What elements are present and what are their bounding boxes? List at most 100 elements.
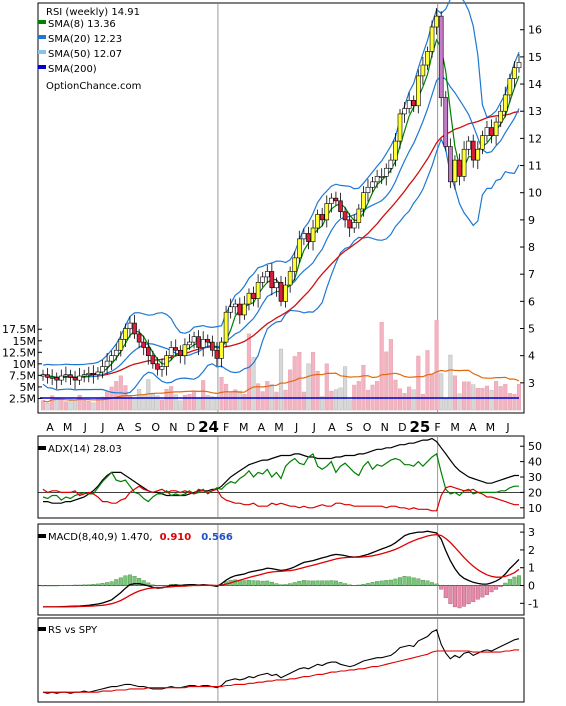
macd-histogram-bar [480, 585, 485, 598]
legend-sma20-label: SMA(20) 12.23 [48, 34, 122, 45]
macd-histogram-bar [439, 585, 444, 590]
volume-bar [425, 350, 430, 411]
macd-histogram-bar [356, 584, 361, 586]
macd-histogram-bar [430, 582, 435, 586]
macd-histogram-bar [246, 579, 251, 586]
candle-body [374, 176, 380, 183]
macd-histogram-bar [443, 585, 448, 599]
macd-histogram-bar [306, 580, 311, 586]
candle-body [287, 271, 293, 286]
candle-body [516, 62, 522, 69]
volume-bar [448, 354, 453, 411]
volume-bar [429, 373, 435, 411]
candle-body [512, 67, 517, 79]
candle-body [132, 322, 137, 335]
adx-label: ADX(14) 28.03 [48, 444, 122, 455]
lower-band-line [42, 137, 520, 395]
volume-bar [40, 400, 46, 411]
candle-body [255, 282, 261, 299]
volume-bar [164, 388, 169, 411]
macd-histogram-bar [503, 582, 508, 586]
candle-body [77, 375, 82, 381]
macd-histogram-bar [457, 585, 462, 609]
macd-histogram-bar [297, 581, 302, 586]
candle-body [306, 233, 311, 242]
adx-line [43, 437, 519, 504]
volume-bar [343, 366, 348, 411]
volume-bar [393, 379, 398, 411]
price-tick-label: 4 [528, 350, 535, 363]
price-tick-label: 13 [528, 105, 542, 118]
candle-body [338, 200, 343, 213]
volume-tick-label: 10M [13, 358, 37, 371]
volume-bar [480, 388, 485, 411]
rs-label: RS vs SPY [48, 625, 98, 636]
macd-histogram-bar [63, 584, 68, 586]
macd-histogram-bar [77, 584, 82, 586]
macd-histogram-bar [333, 580, 338, 586]
candle-body [237, 303, 243, 316]
macd-histogram-bar [416, 578, 421, 586]
macd-signal-line [43, 533, 520, 608]
candle-body [49, 377, 55, 379]
candle-body [91, 373, 96, 375]
volume-bar [77, 394, 82, 411]
x-month-label: D [398, 421, 406, 434]
candle-body [351, 222, 357, 229]
macd-histogram-bar [114, 579, 119, 586]
candles [40, 8, 522, 390]
candle-body [297, 238, 302, 259]
macd-tick-label: 2 [528, 544, 535, 557]
volume-bar [274, 391, 279, 411]
macd-histogram-bar [471, 585, 476, 602]
macd-tick-label: 3 [528, 526, 535, 539]
candle-body [182, 344, 188, 356]
volume-tick-label: 15M [13, 335, 37, 348]
macd-legend-swatch [38, 534, 46, 538]
candle-body [196, 336, 201, 348]
macd-histogram-bar [347, 584, 352, 586]
candle-body [324, 203, 330, 221]
volume-tick-label: 17.5M [2, 323, 36, 336]
candle-body [470, 140, 476, 161]
macd-histogram-bar [352, 585, 357, 587]
rs-line [42, 629, 520, 694]
volume-bar [388, 339, 393, 411]
volume-bar [356, 381, 361, 411]
macd-histogram-bar [370, 582, 375, 586]
volume-bar [333, 389, 338, 411]
macd-histogram-bar [242, 580, 247, 586]
candle-body [484, 127, 490, 136]
macd-histogram-bar [269, 581, 274, 586]
volume-bar [306, 363, 311, 411]
legend-sma20-swatch [38, 35, 46, 39]
price-y-axis: 3 4 5 6 7 8 9 10 11 12 13 14 15 16 [520, 24, 542, 390]
macd-histogram-bar [448, 585, 453, 604]
legend-rsi-label: RSI (weekly) 14.91 [46, 7, 140, 18]
volume-bar [228, 391, 233, 411]
volume-bar [462, 381, 467, 411]
candle-body [200, 339, 206, 348]
candle-body [411, 100, 417, 107]
volume-bar [384, 351, 389, 411]
candle-body [242, 303, 247, 316]
volume-bar [86, 400, 91, 411]
macd-histogram-bar [320, 580, 325, 586]
adx-lines [38, 437, 524, 512]
volume-bar [150, 393, 155, 411]
macd-histogram-bar [466, 585, 471, 605]
volume-average-line [42, 369, 520, 403]
x-month-label: O [363, 421, 372, 434]
price-tick-label: 3 [528, 377, 535, 390]
volume-bar [494, 381, 499, 411]
rs-average-line [43, 649, 519, 693]
price-tick-label: 8 [528, 241, 535, 254]
macd-grid [217, 525, 439, 614]
candle-body [86, 373, 92, 375]
macd-value: MACD(8,40,9) 1.470, [48, 532, 153, 543]
volume-bar [278, 348, 284, 411]
macd-panel-frame [37, 523, 525, 616]
volume-bar [320, 396, 325, 411]
macd-histogram-bar [91, 584, 96, 586]
candle-body [145, 347, 151, 356]
